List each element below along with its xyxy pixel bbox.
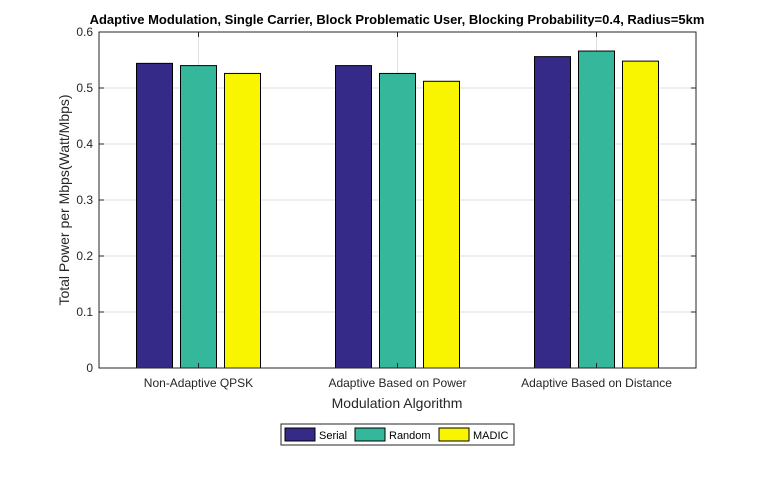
y-axis-label: Total Power per Mbps(Watt/Mbps) xyxy=(56,94,72,305)
chart-title: Adaptive Modulation, Single Carrier, Blo… xyxy=(90,12,705,27)
y-tick-label: 0.5 xyxy=(76,81,93,95)
y-tick-label: 0.3 xyxy=(76,193,93,207)
legend-label-serial: Serial xyxy=(319,430,347,442)
legend-label-random: Random xyxy=(389,430,431,442)
bar-madic-2 xyxy=(423,80,460,369)
bar-serial-1 xyxy=(136,62,173,369)
legend-swatch-serial xyxy=(284,427,316,442)
y-tick-label: 0.4 xyxy=(76,137,93,151)
x-axis-label: Modulation Algorithm xyxy=(332,395,463,411)
x-tick-label: Non-Adaptive QPSK xyxy=(144,376,253,390)
y-tick-label: 0.6 xyxy=(76,25,93,39)
bar-serial-2 xyxy=(335,65,372,369)
bar-random-3 xyxy=(578,50,615,369)
bar-madic-1 xyxy=(224,72,261,369)
legend: Serial Random MADIC xyxy=(280,423,515,446)
y-tick-label: 0.1 xyxy=(76,305,93,319)
y-tick-label: 0.2 xyxy=(76,249,93,263)
legend-swatch-random xyxy=(354,427,386,442)
bar-random-2 xyxy=(379,72,416,369)
plot-area: 0 0.1 0.2 0.3 0.4 0.5 0.6 Non-Adaptive QPSK Adap… xyxy=(76,25,697,390)
bar-serial-3 xyxy=(534,56,571,369)
bar-random-1 xyxy=(180,65,217,369)
legend-label-madic: MADIC xyxy=(473,430,509,442)
x-tick-label: Adaptive Based on Power xyxy=(328,376,466,390)
x-tick-label: Adaptive Based on Distance xyxy=(521,376,672,390)
y-tick-label: 0 xyxy=(86,361,93,375)
bar-madic-3 xyxy=(622,60,659,369)
legend-swatch-madic xyxy=(438,427,470,442)
